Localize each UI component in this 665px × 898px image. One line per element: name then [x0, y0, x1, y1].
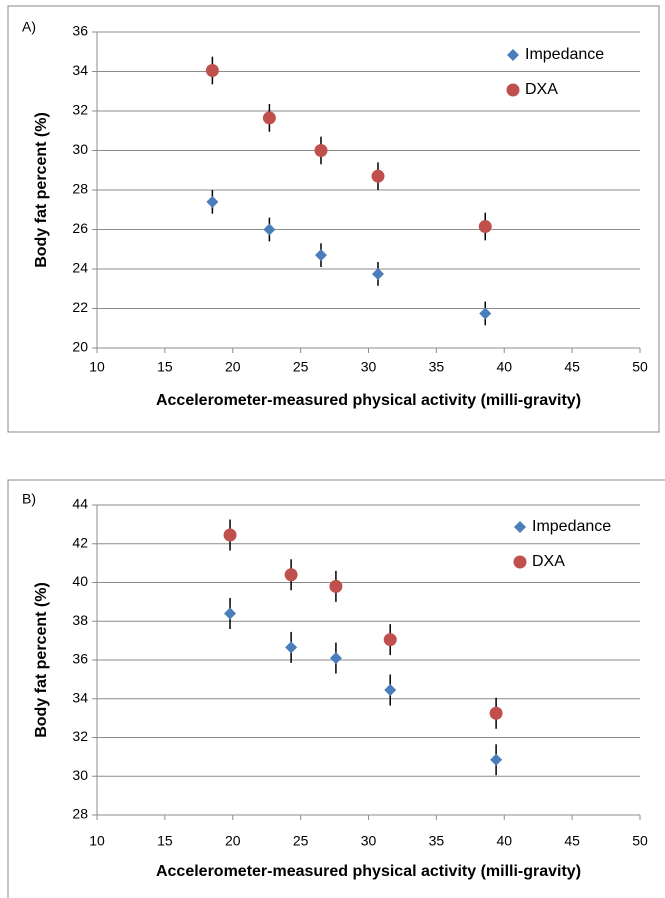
marker-circle: [329, 579, 343, 593]
y-tick-label: 36: [72, 23, 88, 39]
legend-marker: [513, 555, 527, 569]
marker-diamond: [329, 652, 342, 665]
x-tick-label: 30: [361, 359, 377, 375]
x-tick-label: 15: [157, 359, 173, 375]
marker-circle: [223, 528, 237, 542]
y-tick-label: 26: [72, 220, 88, 236]
x-tick-label: 10: [89, 359, 105, 375]
x-tick-label: 20: [225, 833, 241, 849]
legend-label: Impedance: [532, 518, 611, 535]
y-tick-label: 38: [72, 612, 88, 628]
legend-marker: [514, 521, 526, 533]
marker-circle: [383, 633, 397, 647]
x-tick-label: 40: [496, 833, 512, 849]
marker-diamond: [479, 307, 492, 320]
x-tick-label: 25: [293, 833, 309, 849]
y-tick-label: 34: [72, 62, 88, 78]
panel-border: [7, 5, 660, 433]
x-tick-label: 40: [496, 359, 512, 375]
legend-label: DXA: [532, 553, 565, 570]
y-tick-label: 34: [72, 689, 88, 705]
marker-diamond: [224, 607, 237, 620]
marker-circle: [262, 111, 276, 125]
x-axis-title: Accelerometer-measured physical activity…: [156, 863, 581, 880]
y-tick-label: 28: [72, 806, 88, 822]
marker-diamond: [384, 684, 397, 697]
marker-diamond: [285, 641, 298, 654]
marker-circle: [478, 220, 492, 234]
marker-diamond: [372, 267, 385, 280]
y-tick-label: 42: [72, 534, 88, 550]
legend-label: DXA: [525, 81, 558, 98]
marker-circle: [205, 64, 219, 78]
x-tick-label: 45: [564, 833, 580, 849]
marker-diamond: [314, 249, 327, 262]
x-tick-label: 30: [361, 833, 377, 849]
marker-diamond: [263, 223, 276, 236]
legend-marker: [507, 49, 519, 61]
legend-label: Impedance: [525, 46, 604, 63]
y-axis-title: Body fat percent (%): [33, 112, 50, 268]
marker-circle: [371, 169, 385, 183]
y-tick-label: 32: [72, 102, 88, 118]
panel-label: B): [22, 491, 36, 507]
x-tick-label: 35: [429, 833, 445, 849]
marker-circle: [489, 706, 503, 720]
y-tick-label: 32: [72, 728, 88, 744]
x-tick-label: 25: [293, 359, 309, 375]
panel-label: A): [22, 19, 36, 35]
y-tick-label: 30: [72, 141, 88, 157]
y-tick-label: 28: [72, 181, 88, 197]
panel-border: [7, 479, 665, 898]
legend-marker: [506, 83, 520, 97]
y-axis-title: Body fat percent (%): [33, 582, 50, 738]
marker-circle: [284, 568, 298, 582]
y-tick-label: 20: [72, 339, 88, 355]
x-tick-label: 20: [225, 359, 241, 375]
y-tick-label: 36: [72, 651, 88, 667]
marker-circle: [314, 144, 328, 157]
x-tick-label: 15: [157, 833, 173, 849]
x-axis-title: Accelerometer-measured physical activity…: [156, 392, 581, 409]
marker-diamond: [206, 195, 219, 208]
y-tick-label: 40: [72, 573, 88, 589]
y-tick-label: 30: [72, 767, 88, 783]
y-tick-label: 24: [72, 260, 88, 276]
x-tick-label: 35: [429, 359, 445, 375]
x-tick-label: 50: [632, 833, 648, 849]
y-tick-label: 44: [72, 496, 88, 512]
x-tick-label: 45: [564, 359, 580, 375]
x-tick-label: 50: [632, 359, 648, 375]
marker-diamond: [490, 753, 503, 766]
x-tick-label: 10: [89, 833, 105, 849]
y-tick-label: 22: [72, 299, 88, 315]
